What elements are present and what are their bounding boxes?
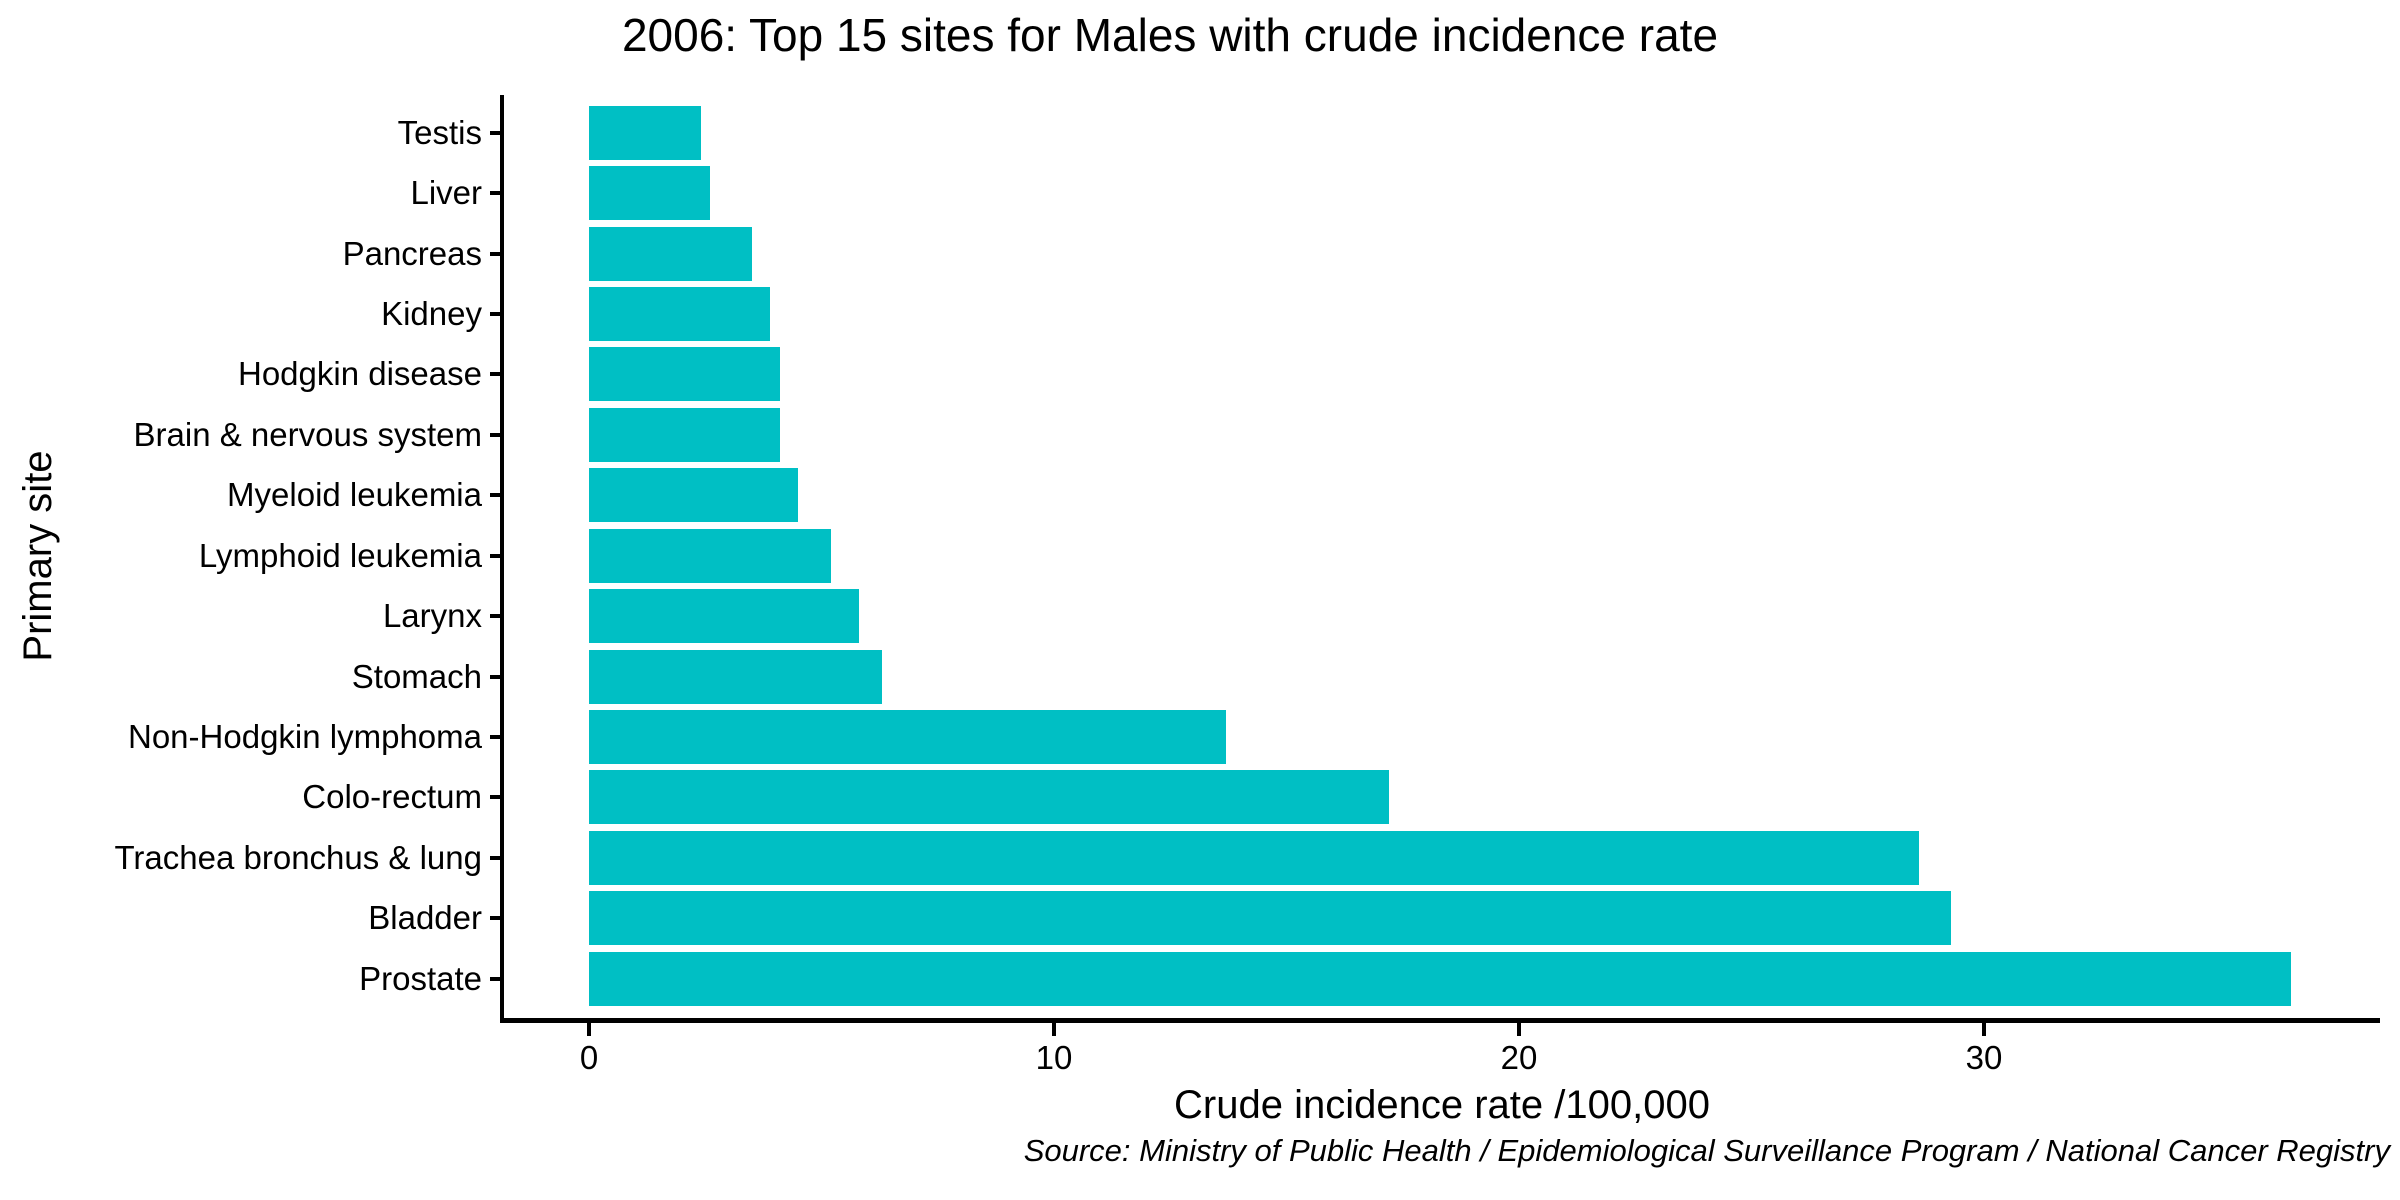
y-axis-tick: [490, 553, 503, 558]
y-axis-tick: [490, 916, 503, 921]
bar-larynx: [589, 589, 859, 644]
x-tick-label: 30: [1965, 1039, 2003, 1076]
y-tick-label: Trachea bronchus & lung: [114, 838, 483, 876]
y-axis-tick: [490, 432, 503, 437]
bar-stomach: [589, 649, 882, 704]
bar-kidney: [589, 287, 771, 342]
x-axis-tick: [587, 1023, 591, 1036]
y-tick-label: Lymphoid leukemia: [198, 536, 482, 574]
bar-testis: [589, 105, 701, 160]
x-tick-label: 0: [579, 1039, 599, 1076]
y-tick-label: Liver: [410, 174, 482, 212]
chart-title: 2006: Top 15 sites for Males with crude …: [621, 9, 1719, 61]
x-axis-tick: [1982, 1023, 1986, 1036]
y-axis-tick: [490, 855, 503, 860]
y-axis-tick: [490, 130, 503, 135]
y-axis-tick: [490, 735, 503, 739]
y-tick-label: Larynx: [382, 597, 482, 635]
y-tick-label: Kidney: [381, 295, 482, 333]
y-tick-label: Prostate: [359, 959, 482, 997]
bar-bladder: [589, 891, 1952, 946]
x-axis-title: Crude incidence rate /100,000: [1174, 1083, 1710, 1127]
y-axis-tick: [490, 976, 503, 981]
y-tick-label: Myeloid leukemia: [227, 476, 482, 514]
y-tick-label: Stomach: [351, 657, 482, 695]
bar-prostate: [589, 951, 2291, 1006]
bar-lymphoid-leukemia: [589, 528, 831, 583]
y-axis-tick: [490, 614, 503, 619]
x-axis-tick: [1517, 1023, 1521, 1036]
y-tick-label: Brain & nervous system: [133, 415, 482, 453]
bar-colo-rectum: [589, 770, 1389, 825]
plot-panel: [500, 95, 2380, 1023]
bar-non-hodgkin-lymphoma: [589, 710, 1227, 764]
y-tick-label: Colo-rectum: [302, 778, 482, 816]
y-axis-tick: [490, 191, 503, 196]
source-note: Source: Ministry of Public Health / Epid…: [1023, 1133, 2390, 1168]
bar-pancreas: [589, 226, 752, 281]
y-tick-label: Non-Hodgkin lymphoma: [128, 718, 482, 755]
y-axis-tick: [490, 372, 503, 377]
y-axis-tick: [490, 251, 503, 256]
bar-brain-nervous-system: [589, 407, 780, 462]
y-axis-tick: [490, 312, 503, 317]
x-tick-label: 10: [1035, 1039, 1073, 1076]
bar-myeloid-leukemia: [589, 468, 799, 523]
y-axis-tick: [490, 795, 503, 800]
bar-liver: [589, 166, 710, 221]
y-tick-label: Bladder: [368, 899, 482, 937]
bar-hodgkin-disease: [589, 347, 780, 402]
y-tick-label: Testis: [397, 113, 482, 151]
y-axis-tick: [490, 674, 503, 679]
y-tick-label: Pancreas: [342, 234, 482, 272]
y-axis-tick: [490, 493, 503, 498]
bar-trachea-bronchus-lung: [589, 830, 1919, 885]
x-tick-label: 20: [1500, 1039, 1538, 1076]
x-axis-tick: [1052, 1023, 1056, 1036]
y-tick-label: Hodgkin disease: [238, 355, 482, 393]
